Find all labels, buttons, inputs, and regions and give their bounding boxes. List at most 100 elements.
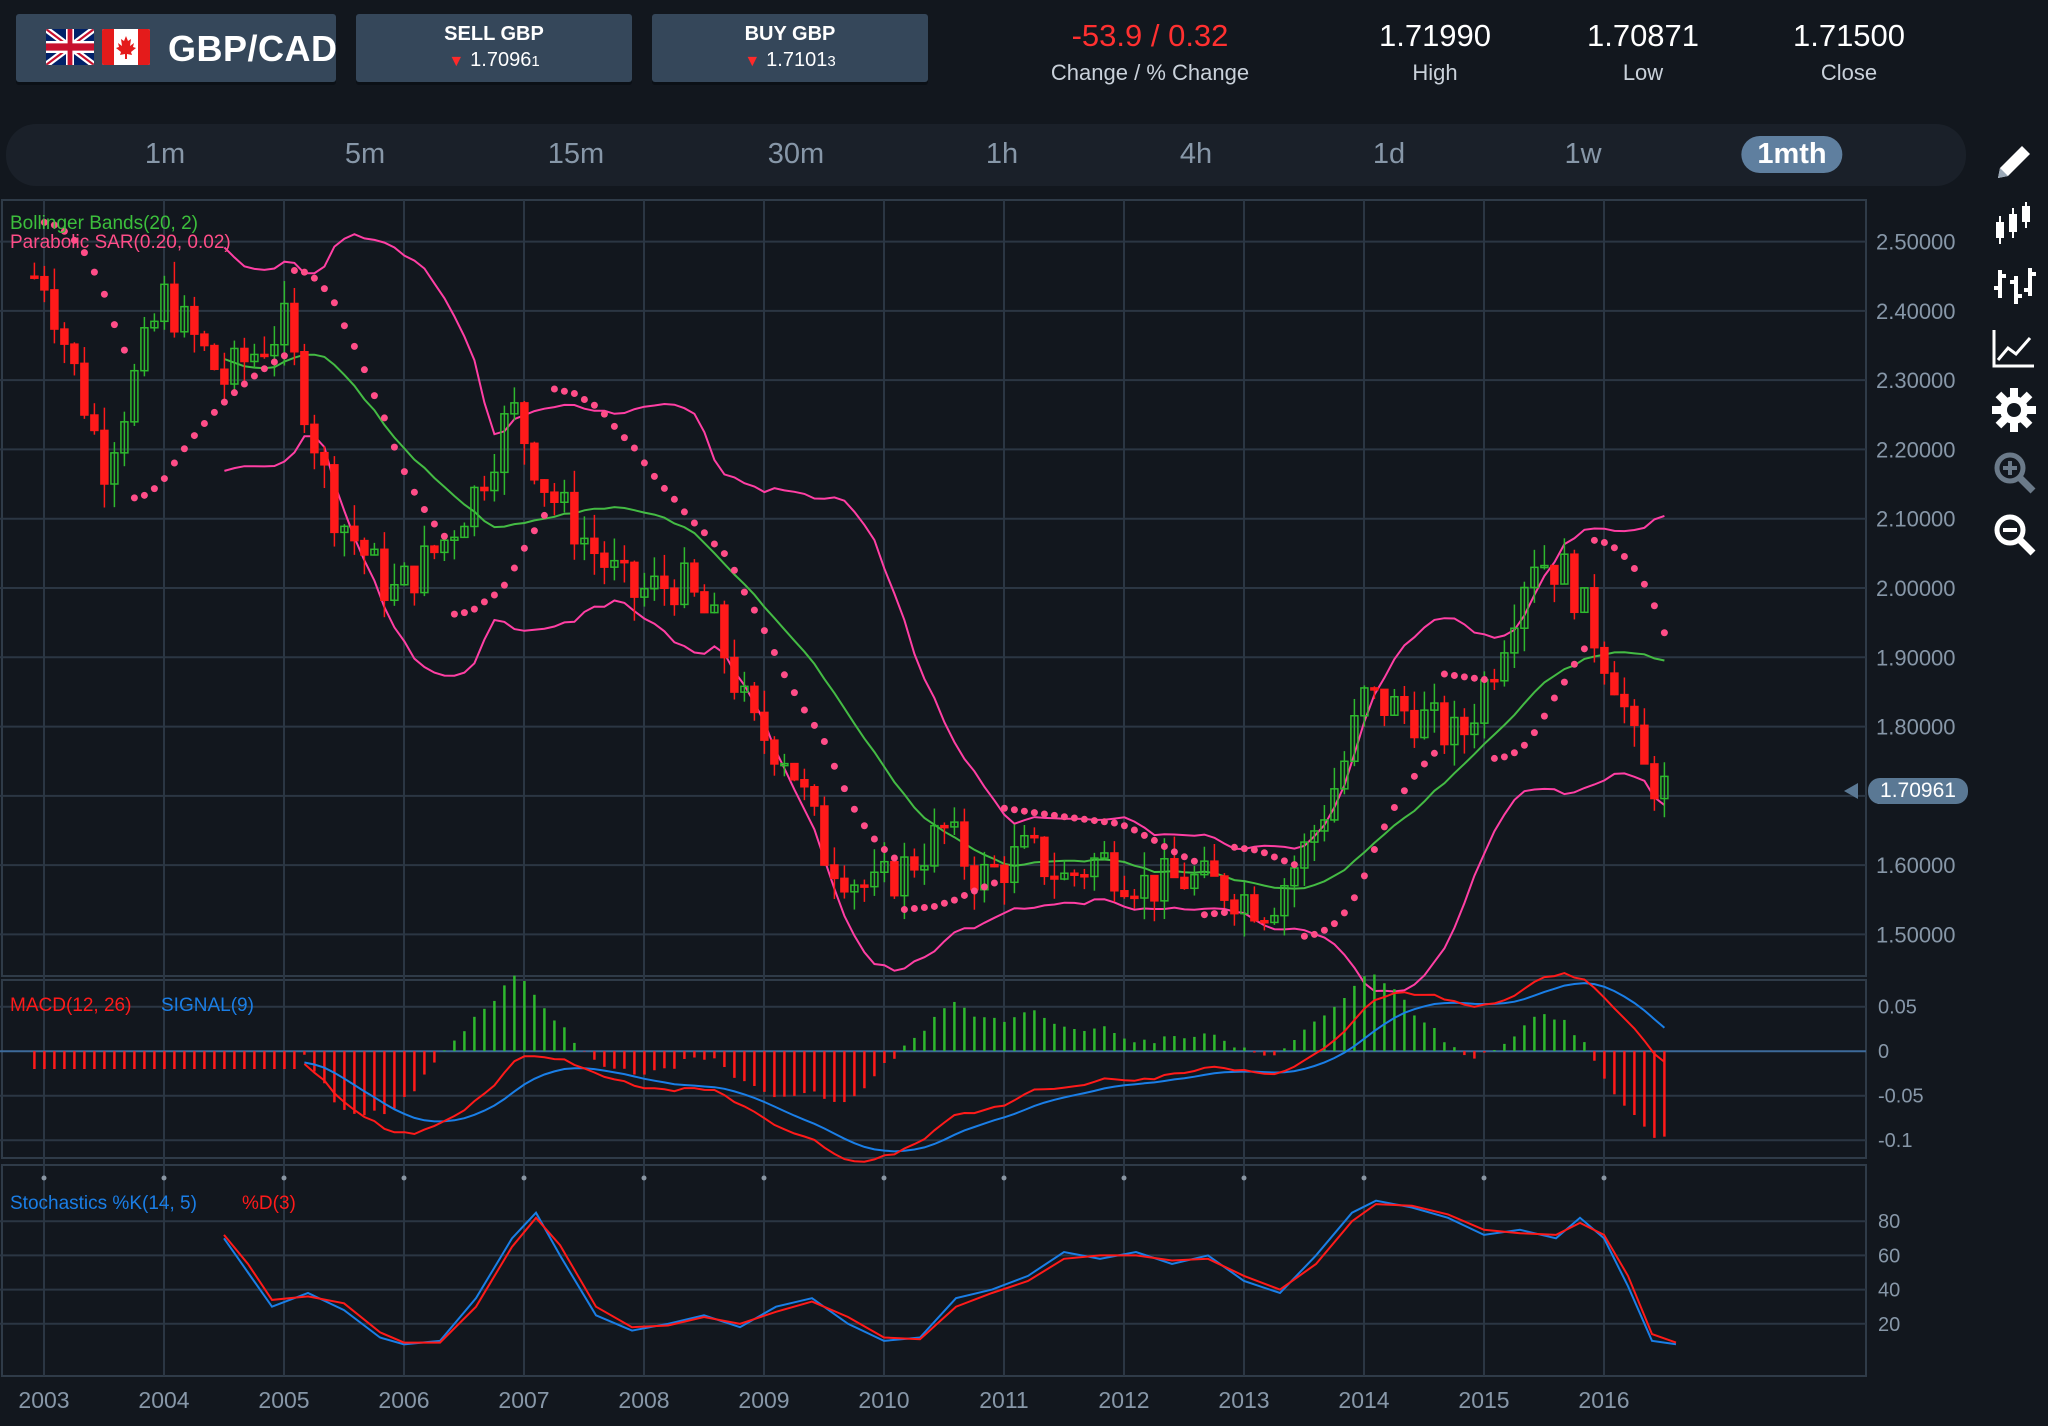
candlestick-icon[interactable] [1990, 200, 2038, 248]
candle-down [1410, 709, 1419, 739]
sar-dot [1150, 836, 1158, 844]
year-tick-label: 2006 [378, 1387, 429, 1413]
sar-dot [540, 511, 548, 519]
candle-up [610, 559, 619, 568]
timeframe-1h[interactable]: 1h [985, 138, 1019, 170]
sar-dot [420, 505, 428, 513]
candle-up [490, 471, 499, 492]
sar-dot [1120, 822, 1128, 830]
candle-down [720, 604, 729, 659]
price-tick-label: 1.90000 [1876, 645, 1956, 670]
candle-up [1500, 652, 1509, 682]
year-marker [881, 1175, 887, 1181]
close-value: 1.71500 [1792, 18, 1906, 53]
candle-up [1390, 695, 1399, 716]
sar-dot [110, 321, 118, 329]
timeframe-bar: 1m 5m 15m 30m 1h 4h 1d 1w 1mth [6, 124, 1966, 186]
sar-dot [740, 588, 748, 596]
sar-dot [760, 627, 768, 635]
candle-down [1590, 587, 1599, 649]
zoom-in-icon[interactable] [1990, 448, 2038, 496]
candle-up [250, 353, 259, 363]
bollinger-label: Bollinger Bands(20, 2) [10, 213, 198, 234]
candle-down [590, 537, 599, 555]
sar-dot [1290, 861, 1298, 869]
candle-up [400, 565, 409, 586]
year-marker [1121, 1175, 1127, 1181]
sar-dot [710, 540, 718, 548]
ohlc-bars-icon[interactable] [1990, 262, 2038, 310]
sar-dot [1270, 853, 1278, 861]
timeframe-30m[interactable]: 30m [767, 138, 825, 170]
sar-dot [580, 396, 588, 404]
bollinger-lower-line [224, 435, 1666, 993]
candle-down [600, 552, 609, 568]
sar-dot [720, 550, 728, 558]
zoom-out-icon[interactable] [1990, 510, 2038, 558]
pencil-icon[interactable] [1990, 138, 2038, 186]
timeframe-1d[interactable]: 1d [1372, 138, 1406, 170]
sar-dot [1460, 673, 1468, 681]
timeframe-15m[interactable]: 15m [547, 138, 605, 170]
candle-down [1440, 702, 1449, 746]
timeframe-1w[interactable]: 1w [1564, 138, 1602, 170]
sar-dot [320, 285, 328, 293]
sar-dot [560, 387, 568, 395]
candle-up [740, 685, 749, 693]
sar-dot [1350, 894, 1358, 902]
timeframe-1mth[interactable]: 1mth [1741, 136, 1843, 173]
sar-dot [1090, 817, 1098, 825]
timeframe-4h[interactable]: 4h [1179, 138, 1213, 170]
buy-button[interactable]: BUY GBP ▼ 1.71013 [652, 14, 928, 82]
sar-dot [1020, 807, 1028, 815]
candle-up [270, 343, 279, 357]
sar-dot [390, 443, 398, 451]
candle-down [380, 548, 389, 602]
candle-down [350, 525, 359, 542]
candle-up [580, 537, 589, 545]
candle-down [300, 350, 309, 426]
macd-tick-label: 0 [1878, 1041, 1889, 1063]
sar-dot [240, 380, 248, 388]
macd-tick-label: 0.05 [1878, 997, 1917, 1019]
change-value: -53.9 / 0.32 [1071, 18, 1229, 53]
sar-dot [910, 904, 918, 912]
sar-dot [700, 529, 708, 537]
change-stat: -53.9 / 0.32 Change / % Change [1030, 18, 1270, 86]
sar-dot [1110, 819, 1118, 827]
sar-dot [1410, 772, 1418, 780]
candle-down [1080, 874, 1089, 878]
price-chart[interactable]: 2.50000 2.40000 2.30000 2.20000 2.10000 2.000… [0, 196, 1968, 1426]
settings-gear-icon[interactable] [1990, 386, 2038, 434]
timeframe-5m[interactable]: 5m [344, 138, 386, 170]
year-marker [1001, 1175, 1007, 1181]
drawing-toolbar [1972, 124, 2048, 1426]
sar-dot [730, 566, 738, 574]
sar-dot [130, 494, 138, 502]
sar-dot [1250, 846, 1258, 854]
sar-dot [550, 385, 558, 393]
down-arrow-icon: ▼ [744, 53, 761, 70]
price-tick-label: 2.30000 [1876, 368, 1956, 393]
candle-down [540, 479, 549, 493]
year-tick-label: 2009 [738, 1387, 789, 1413]
candle-down [940, 824, 949, 829]
timeframe-1m[interactable]: 1m [144, 138, 186, 170]
low-caption: Low [1622, 60, 1664, 85]
candle-up [160, 283, 169, 323]
sar-dot [170, 459, 178, 467]
sar-dot [1060, 813, 1068, 821]
sar-dot [1030, 809, 1038, 817]
sell-button[interactable]: SELL GBP ▼ 1.70961 [356, 14, 632, 82]
sar-dot [1560, 678, 1568, 686]
line-chart-icon[interactable] [1990, 324, 2038, 372]
candle-up [1320, 819, 1329, 832]
candle-up [1300, 841, 1309, 869]
stochastics-k-line [223, 1199, 1677, 1346]
candle-down [1630, 705, 1639, 727]
sar-dot [1260, 849, 1268, 857]
instrument-selector[interactable]: GBP/CAD [16, 14, 337, 82]
sar-dot [1420, 760, 1428, 768]
year-tick-label: 2015 [1458, 1387, 1509, 1413]
sar-dot [370, 392, 378, 400]
